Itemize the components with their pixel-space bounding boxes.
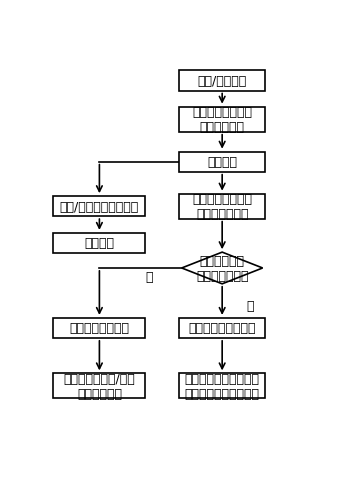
Text: 小波变换识别输出: 小波变换识别输出 — [69, 322, 129, 335]
Text: 卡尔曼滤波算法分解: 卡尔曼滤波算法分解 — [188, 322, 256, 335]
FancyBboxPatch shape — [53, 197, 145, 217]
FancyBboxPatch shape — [53, 318, 145, 338]
Text: 神经网络识别
骤升（降）点？: 神经网络识别 骤升（降）点？ — [196, 255, 248, 283]
Text: 电压/电流瞬变信号分离: 电压/电流瞬变信号分离 — [60, 200, 139, 213]
Text: 电压/电流信号: 电压/电流信号 — [198, 75, 247, 88]
FancyBboxPatch shape — [179, 71, 265, 91]
FancyBboxPatch shape — [179, 194, 265, 219]
FancyBboxPatch shape — [179, 374, 265, 399]
FancyBboxPatch shape — [179, 318, 265, 338]
Text: 基波、稳态谐波、
间谐波复合信号: 基波、稳态谐波、 间谐波复合信号 — [192, 193, 252, 220]
Text: 谐波含有率、频率偏差
以及三相电压不平衡度: 谐波含有率、频率偏差 以及三相电压不平衡度 — [185, 372, 260, 400]
Text: 特征分析: 特征分析 — [84, 237, 114, 250]
Text: 骤升（降）电压/电流
信号特征分析: 骤升（降）电压/电流 信号特征分析 — [63, 372, 135, 400]
Text: 小波分解: 小波分解 — [207, 156, 237, 169]
FancyBboxPatch shape — [179, 107, 265, 132]
FancyBboxPatch shape — [53, 374, 145, 399]
FancyBboxPatch shape — [53, 233, 145, 254]
Polygon shape — [182, 253, 263, 284]
FancyBboxPatch shape — [179, 152, 265, 172]
Text: 是: 是 — [146, 271, 153, 284]
Text: 否: 否 — [246, 300, 254, 313]
Text: 利用神经网络训练
小波变换参数: 利用神经网络训练 小波变换参数 — [192, 106, 252, 134]
